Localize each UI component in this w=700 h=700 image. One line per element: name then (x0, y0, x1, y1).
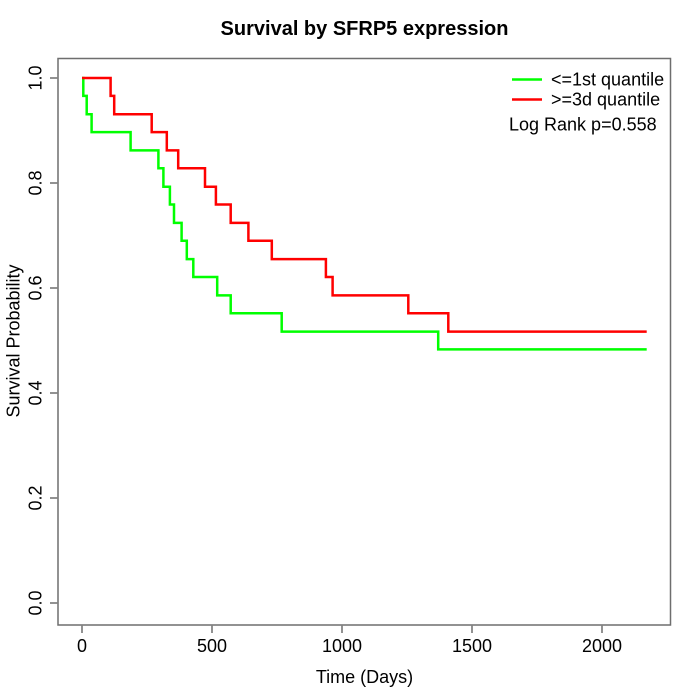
y-tick-label: 0.8 (25, 170, 46, 196)
logrank-pvalue: Log Rank p=0.558 (509, 114, 657, 135)
y-tick-label: 0.6 (25, 275, 46, 301)
y-tick-label: 0.0 (25, 590, 46, 616)
x-tick-label: 1500 (451, 636, 493, 656)
y-tick-label: 0.2 (25, 485, 46, 511)
survival-curve-3d-quantile (82, 76, 647, 333)
x-tick-label: 500 (196, 636, 228, 656)
y-tick-label: 0.4 (25, 380, 46, 406)
x-tick-label: 1000 (321, 636, 363, 656)
survival-curve-1st-quantile (82, 76, 647, 351)
chart-title: Survival by SFRP5 expression (220, 18, 509, 40)
x-tick-label: 2000 (581, 636, 623, 656)
x-axis-label: Time (Days) (315, 667, 414, 687)
legend-label-3d-quantile: >=3d quantile (551, 89, 661, 110)
plot-box (57, 57, 672, 626)
y-axis-label: Survival Probability (3, 264, 24, 418)
y-tick-label: 1.0 (25, 65, 46, 91)
legend-label-1st-quantile: <=1st quantile (551, 69, 665, 90)
x-tick-label: 0 (76, 636, 88, 656)
